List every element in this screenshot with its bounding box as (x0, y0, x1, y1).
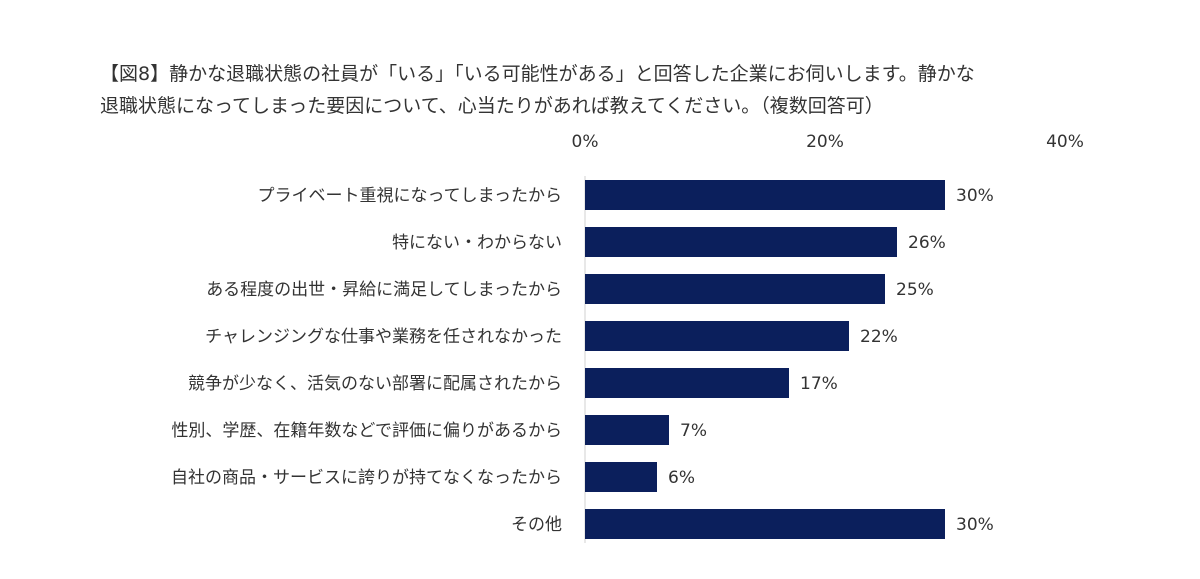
bar (585, 462, 657, 492)
x-axis: 0% 20% 40% (572, 132, 1084, 152)
bar (585, 415, 669, 445)
bar (585, 368, 789, 398)
bar-value-label: 25% (896, 280, 934, 300)
bar-value-label: 30% (956, 186, 994, 206)
x-tick-label: 0% (572, 132, 599, 152)
bar-value-label: 7% (680, 421, 707, 441)
bar-value-label: 26% (908, 233, 946, 253)
category-label: 自社の商品・サービスに誇りが持てなくなったから (171, 468, 562, 488)
bars: プライベート重視になってしまったから 30% 特にない・わからない 26% ある程度の出… (171, 180, 994, 539)
bar-value-label: 17% (800, 374, 838, 394)
bar-value-label: 6% (668, 468, 695, 488)
chart-title-line-1: 【図8】静かな退職状態の社員が「いる」「いる可能性がある」と回答した企業にお伺い… (100, 63, 975, 85)
bar (585, 509, 945, 539)
category-label: その他 (511, 515, 562, 535)
bar (585, 274, 885, 304)
bar-value-label: 22% (860, 327, 898, 347)
bar (585, 227, 897, 257)
x-tick-label: 40% (1046, 132, 1084, 152)
category-label: 特にない・わからない (392, 233, 562, 253)
category-label: チャレンジングな仕事や業務を任されなかった (205, 327, 562, 347)
chart-title-line-2: 退職状態になってしまった要因について、心当たりがあれば教えてください。（複数回答… (100, 95, 884, 117)
category-label: 性別、学歴、在籍年数などで評価に偏りがあるから (171, 421, 562, 441)
chart-title: 【図8】静かな退職状態の社員が「いる」「いる可能性がある」と回答した企業にお伺い… (100, 58, 1160, 122)
x-tick-label: 20% (806, 132, 844, 152)
category-label: 競争が少なく、活気のない部署に配属されたから (188, 374, 562, 394)
bar (585, 180, 945, 210)
category-label: プライベート重視になってしまったから (258, 186, 562, 206)
bar-value-label: 30% (956, 515, 994, 535)
bar (585, 321, 849, 351)
category-label: ある程度の出世・昇給に満足してしまったから (206, 280, 562, 300)
